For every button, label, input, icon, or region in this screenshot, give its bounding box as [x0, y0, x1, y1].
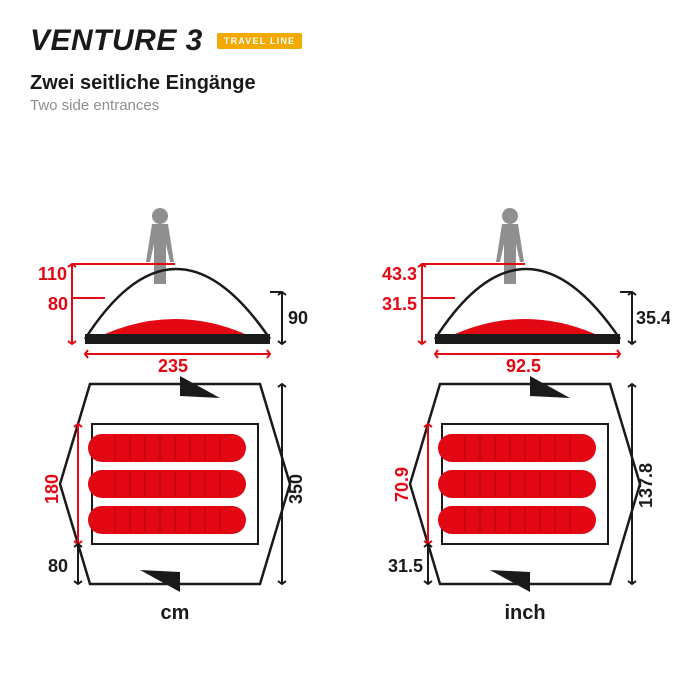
subtitle-de: Zwei seitliche Eingänge — [30, 72, 670, 95]
unit-label-inch: inch — [380, 602, 670, 625]
svg-text:180: 180 — [42, 474, 62, 504]
diagram-container: 110 80 90 235 — [30, 204, 670, 625]
svg-text:80: 80 — [48, 294, 68, 314]
svg-text:92.5: 92.5 — [506, 356, 541, 374]
svg-text:137.8: 137.8 — [636, 463, 656, 508]
svg-text:235: 235 — [158, 356, 188, 374]
product-title: VENTURE 3 — [30, 24, 203, 58]
side-view-inch: 43.3 31.5 35.4 92.5 — [380, 204, 670, 374]
svg-text:43.3: 43.3 — [382, 264, 417, 284]
svg-text:31.5: 31.5 — [382, 294, 417, 314]
svg-text:31.5: 31.5 — [388, 556, 423, 576]
svg-text:350: 350 — [286, 474, 306, 504]
product-badge: TRAVEL LINE — [217, 33, 302, 49]
svg-text:110: 110 — [38, 264, 67, 284]
column-inch: 43.3 31.5 35.4 92.5 — [380, 204, 670, 625]
side-view-cm: 110 80 90 235 — [30, 204, 320, 374]
top-view-inch: 70.9 31.5 137.8 — [380, 374, 670, 594]
subtitle-en: Two side entrances — [30, 97, 670, 114]
svg-text:35.4: 35.4 — [636, 308, 670, 328]
svg-text:90: 90 — [288, 308, 308, 328]
svg-text:80: 80 — [48, 556, 68, 576]
top-view-cm: 180 80 350 — [30, 374, 320, 594]
column-cm: 110 80 90 235 — [30, 204, 320, 625]
unit-label-cm: cm — [30, 602, 320, 625]
svg-text:70.9: 70.9 — [392, 467, 412, 502]
